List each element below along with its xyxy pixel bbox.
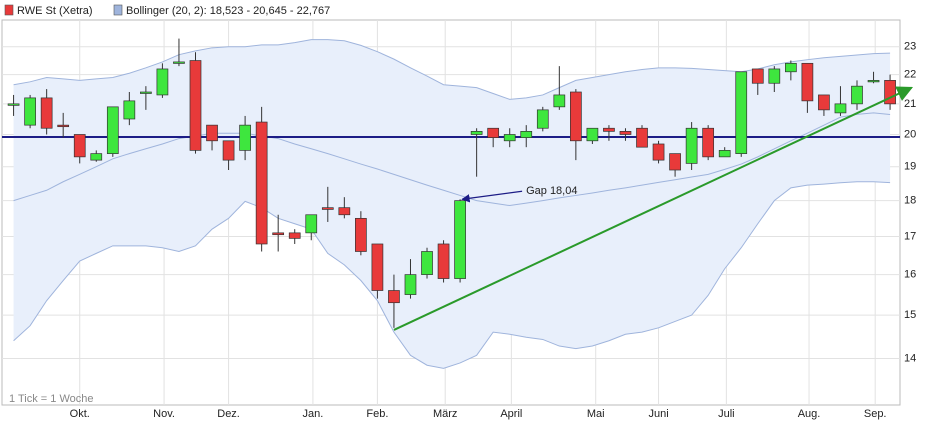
candle-body	[7, 103, 20, 106]
candle-body	[785, 62, 797, 73]
candle-body	[272, 232, 285, 236]
candle-body	[140, 91, 152, 94]
band-line	[13, 112, 891, 207]
legend: RWE St (Xetra) Bollinger (20, 2): 18,523…	[4, 4, 330, 17]
candle-body	[718, 150, 731, 158]
y-tick-label: 21	[904, 98, 916, 110]
candle-body	[173, 61, 185, 64]
band-line	[13, 181, 891, 369]
candle-body	[669, 153, 681, 171]
y-tick-label: 17	[904, 230, 916, 242]
candle-body	[768, 68, 781, 84]
candle-body	[586, 127, 599, 142]
candle-body	[321, 207, 334, 210]
x-tick-label: März	[433, 408, 457, 420]
x-tick-label: Jan.	[303, 408, 324, 420]
candle-body	[636, 127, 648, 148]
footnote: 1 Tick = 1 Woche	[9, 393, 93, 405]
legend-swatch	[4, 4, 14, 16]
x-tick-label: April	[500, 408, 522, 420]
candle-body	[487, 127, 500, 138]
candle-body	[388, 290, 400, 304]
legend-label: RWE St (Xetra)	[17, 5, 93, 17]
candle-body	[603, 127, 615, 132]
candle-body	[834, 103, 847, 114]
candle-body	[288, 232, 301, 239]
candle-body	[255, 121, 268, 245]
x-tick-label: Juni	[648, 408, 668, 420]
candle-body	[818, 94, 830, 111]
y-tick-label: 20	[904, 128, 916, 140]
candle-body	[801, 62, 814, 102]
candle-body	[702, 127, 715, 158]
candle-body	[619, 131, 632, 135]
candle-body	[239, 124, 251, 151]
x-tick-label: Nov.	[153, 408, 175, 420]
annotation-label: Gap 18,04	[526, 185, 577, 197]
candle-body	[57, 124, 70, 128]
y-tick-label: 22	[904, 69, 916, 81]
band-line	[13, 39, 891, 100]
legend-label: Bollinger (20, 2): 18,523 - 20,645 - 22,…	[126, 5, 330, 17]
x-tick-label: Dez.	[217, 408, 240, 420]
candle-body	[123, 100, 136, 120]
candle-body	[189, 60, 202, 151]
candle-body	[536, 109, 549, 129]
candle-body	[404, 274, 417, 295]
x-tick-label: Sep.	[864, 408, 887, 420]
plot: 14 15 16 17 18 19 20 21 22 23 Okt. Nov. Dez. Jan. Feb.…	[1, 19, 916, 420]
y-tick-label: 14	[904, 352, 916, 364]
candle-body	[570, 91, 582, 142]
candle-body	[338, 207, 351, 216]
candle-body	[106, 106, 119, 154]
y-tick-label: 16	[904, 269, 916, 281]
candle-body	[867, 80, 880, 83]
candle-body	[520, 131, 533, 138]
band-fill	[13, 39, 891, 369]
x-tick-label: Feb.	[366, 408, 388, 420]
candle-body	[735, 71, 748, 154]
x-tick-label: Aug.	[798, 408, 821, 420]
annotation-arrow	[461, 190, 523, 203]
candle-body	[222, 140, 235, 161]
candle-body	[206, 124, 218, 142]
candle-body	[553, 94, 566, 108]
y-tick-label: 19	[904, 161, 916, 173]
y-tick-label: 15	[904, 309, 916, 321]
candle-body	[652, 143, 665, 161]
legend-swatch	[113, 4, 123, 16]
candle-body	[454, 200, 466, 279]
x-tick-label: Juli	[718, 408, 735, 420]
trend-line	[393, 86, 914, 331]
candle-body	[305, 214, 318, 234]
candle-body	[421, 251, 433, 275]
candle-body	[40, 97, 53, 129]
y-tick-label: 23	[904, 41, 916, 53]
candle-body	[751, 68, 764, 84]
y-tick-label: 18	[904, 195, 916, 207]
candle-body	[90, 153, 103, 161]
candle-body	[73, 134, 86, 158]
candle-body	[24, 97, 36, 126]
candle-body	[371, 243, 384, 291]
candle-body	[437, 243, 450, 279]
candle-body	[355, 217, 367, 252]
candle-body	[156, 68, 169, 96]
x-tick-label: Mai	[587, 408, 605, 420]
candle-body	[470, 131, 483, 135]
candle-body	[503, 134, 516, 142]
candle-body	[851, 85, 863, 105]
x-tick-label: Okt.	[70, 408, 90, 420]
candle-body	[685, 127, 698, 164]
